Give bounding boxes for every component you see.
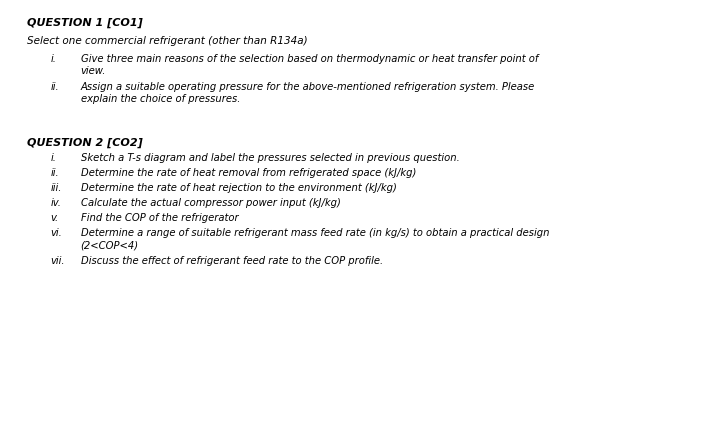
Text: i.: i. [51, 153, 56, 163]
Text: Select one commercial refrigerant (other than R134a): Select one commercial refrigerant (other… [27, 36, 307, 46]
Text: v.: v. [51, 213, 59, 223]
Text: Determine a range of suitable refrigerant mass feed rate (in kg/s) to obtain a p: Determine a range of suitable refrigeran… [81, 228, 549, 250]
Text: ii.: ii. [51, 168, 59, 178]
Text: iii.: iii. [51, 183, 62, 193]
Text: iv.: iv. [51, 198, 61, 208]
Text: Sketch a T-s diagram and label the pressures selected in previous question.: Sketch a T-s diagram and label the press… [81, 153, 460, 163]
Text: i.: i. [51, 54, 56, 64]
Text: Find the COP of the refrigerator: Find the COP of the refrigerator [81, 213, 239, 223]
Text: Discuss the effect of refrigerant feed rate to the COP profile.: Discuss the effect of refrigerant feed r… [81, 256, 383, 266]
Text: QUESTION 1 [CO1]: QUESTION 1 [CO1] [27, 18, 143, 28]
Text: QUESTION 2 [CO2]: QUESTION 2 [CO2] [27, 138, 143, 148]
Text: Give three main reasons of the selection based on thermodynamic or heat transfer: Give three main reasons of the selection… [81, 54, 538, 77]
Text: Calculate the actual compressor power input (kJ/kg): Calculate the actual compressor power in… [81, 198, 340, 208]
Text: Determine the rate of heat rejection to the environment (kJ/kg): Determine the rate of heat rejection to … [81, 183, 397, 193]
Text: ii.: ii. [51, 82, 59, 92]
Text: Assign a suitable operating pressure for the above-mentioned refrigeration syste: Assign a suitable operating pressure for… [81, 82, 535, 104]
Text: vii.: vii. [51, 256, 65, 266]
Text: vi.: vi. [51, 228, 62, 238]
Text: Determine the rate of heat removal from refrigerated space (kJ/kg): Determine the rate of heat removal from … [81, 168, 416, 178]
